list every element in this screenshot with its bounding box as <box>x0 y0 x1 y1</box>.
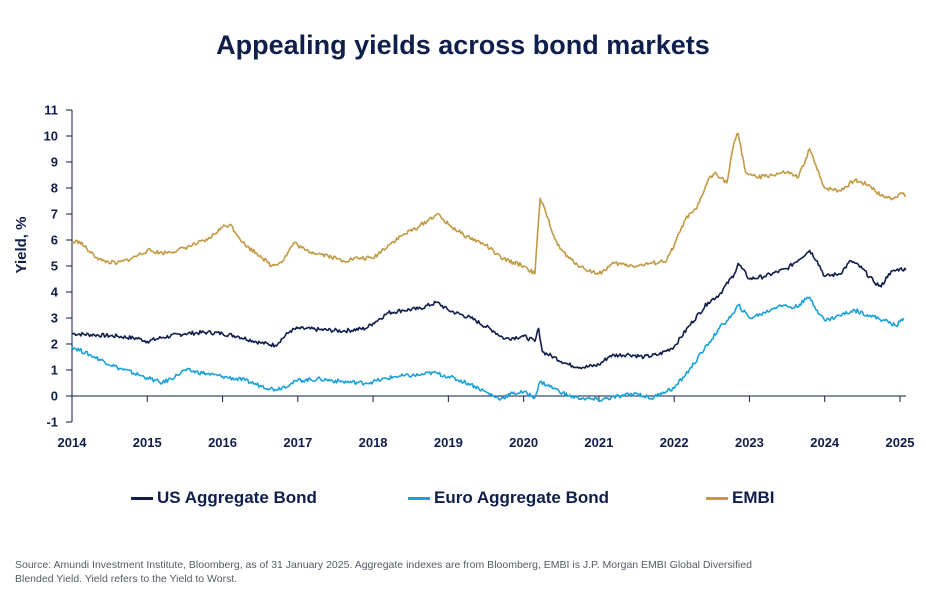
y-tick-label: 9 <box>51 155 58 170</box>
legend-item-us: US Aggregate Bond <box>131 488 317 508</box>
legend-label-us: US Aggregate Bond <box>157 488 317 507</box>
x-tick-label: 2019 <box>434 435 463 450</box>
series-line-us-aggregate <box>71 249 907 370</box>
y-axis-label: Yield, % <box>13 217 30 274</box>
x-tick-label: 2024 <box>810 435 840 450</box>
legend-label-embi: EMBI <box>732 488 775 507</box>
y-tick-label: 3 <box>51 311 58 326</box>
source-note: Source: Amundi Investment Institute, Blo… <box>15 559 752 585</box>
y-tick-label: 1 <box>51 363 58 378</box>
y-tick-label: 8 <box>51 181 58 196</box>
x-tick-label: 2022 <box>660 435 689 450</box>
legend-item-embi: EMBI <box>706 488 775 508</box>
x-tick-label: 2017 <box>283 435 312 450</box>
legend: US Aggregate Bond Euro Aggregate Bond EM… <box>0 488 926 512</box>
y-tick-label: 6 <box>51 233 58 248</box>
x-tick-label: 2025 <box>886 435 915 450</box>
legend-swatch-us <box>131 496 153 500</box>
y-tick-label: 11 <box>44 103 58 118</box>
x-tick-label: 2023 <box>735 435 764 450</box>
y-tick-label: 2 <box>51 337 58 352</box>
series-line-euro-aggregate <box>71 296 905 402</box>
x-tick-label: 2016 <box>208 435 237 450</box>
series-line-embi <box>71 132 907 275</box>
legend-swatch-euro <box>408 496 430 500</box>
legend-item-euro: Euro Aggregate Bond <box>408 488 609 508</box>
y-tick-label: 10 <box>44 129 58 144</box>
y-tick-label: 4 <box>51 285 59 300</box>
y-tick-label: -1 <box>46 415 58 430</box>
x-tick-label: 2021 <box>584 435 613 450</box>
axes-group: -1 0 1 2 3 4 5 6 7 8 9 10 11 2014 2015 2016 2017 2018 2019… <box>44 103 915 451</box>
y-tick-label: 0 <box>51 389 58 404</box>
x-tick-label: 2020 <box>509 435 538 450</box>
y-tick-label: 7 <box>51 207 58 222</box>
x-tick-label: 2014 <box>58 435 88 450</box>
y-tick-label: 5 <box>51 259 58 274</box>
x-tick-label: 2018 <box>359 435 388 450</box>
legend-label-euro: Euro Aggregate Bond <box>434 488 610 507</box>
legend-swatch-embi <box>706 496 728 500</box>
chart-title: Appealing yields across bond markets <box>216 30 710 60</box>
chart-svg: Yield, % -1 0 1 2 3 4 5 6 7 8 9 10 11 2014 2015 2016 201… <box>13 103 915 451</box>
series-group <box>71 132 907 402</box>
x-tick-label: 2015 <box>133 435 162 450</box>
